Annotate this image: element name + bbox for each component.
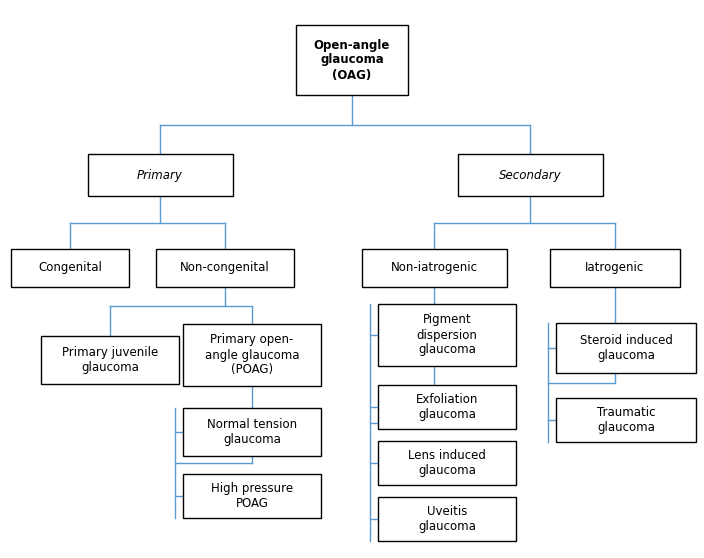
FancyBboxPatch shape [11,249,129,287]
Text: Pigment
dispersion
glaucoma: Pigment dispersion glaucoma [417,314,477,357]
Text: Lens induced
glaucoma: Lens induced glaucoma [408,449,486,477]
Text: Secondary: Secondary [498,169,561,181]
Text: Primary: Primary [137,169,183,181]
FancyBboxPatch shape [556,323,696,373]
FancyBboxPatch shape [378,385,516,429]
FancyBboxPatch shape [41,336,179,384]
FancyBboxPatch shape [296,25,408,95]
FancyBboxPatch shape [550,249,680,287]
Text: High pressure
POAG: High pressure POAG [211,482,293,510]
Text: Non-iatrogenic: Non-iatrogenic [391,262,477,275]
FancyBboxPatch shape [183,324,321,386]
Text: Uveitis
glaucoma: Uveitis glaucoma [418,505,476,533]
Text: Traumatic
glaucoma: Traumatic glaucoma [597,406,655,434]
Text: Steroid induced
glaucoma: Steroid induced glaucoma [579,334,672,362]
FancyBboxPatch shape [378,497,516,541]
Text: Iatrogenic: Iatrogenic [585,262,645,275]
FancyBboxPatch shape [87,154,232,196]
Text: Exfoliation
glaucoma: Exfoliation glaucoma [416,393,478,421]
FancyBboxPatch shape [378,441,516,485]
Text: Open-angle
glaucoma
(OAG): Open-angle glaucoma (OAG) [314,39,390,81]
Text: Congenital: Congenital [38,262,102,275]
FancyBboxPatch shape [183,474,321,518]
Text: Non-congenital: Non-congenital [180,262,270,275]
FancyBboxPatch shape [361,249,506,287]
Text: Primary juvenile
glaucoma: Primary juvenile glaucoma [62,346,158,374]
FancyBboxPatch shape [556,398,696,442]
Text: Normal tension
glaucoma: Normal tension glaucoma [207,418,297,446]
FancyBboxPatch shape [458,154,603,196]
FancyBboxPatch shape [378,304,516,366]
Text: Primary open-
angle glaucoma
(POAG): Primary open- angle glaucoma (POAG) [205,334,299,377]
FancyBboxPatch shape [183,408,321,456]
FancyBboxPatch shape [156,249,294,287]
